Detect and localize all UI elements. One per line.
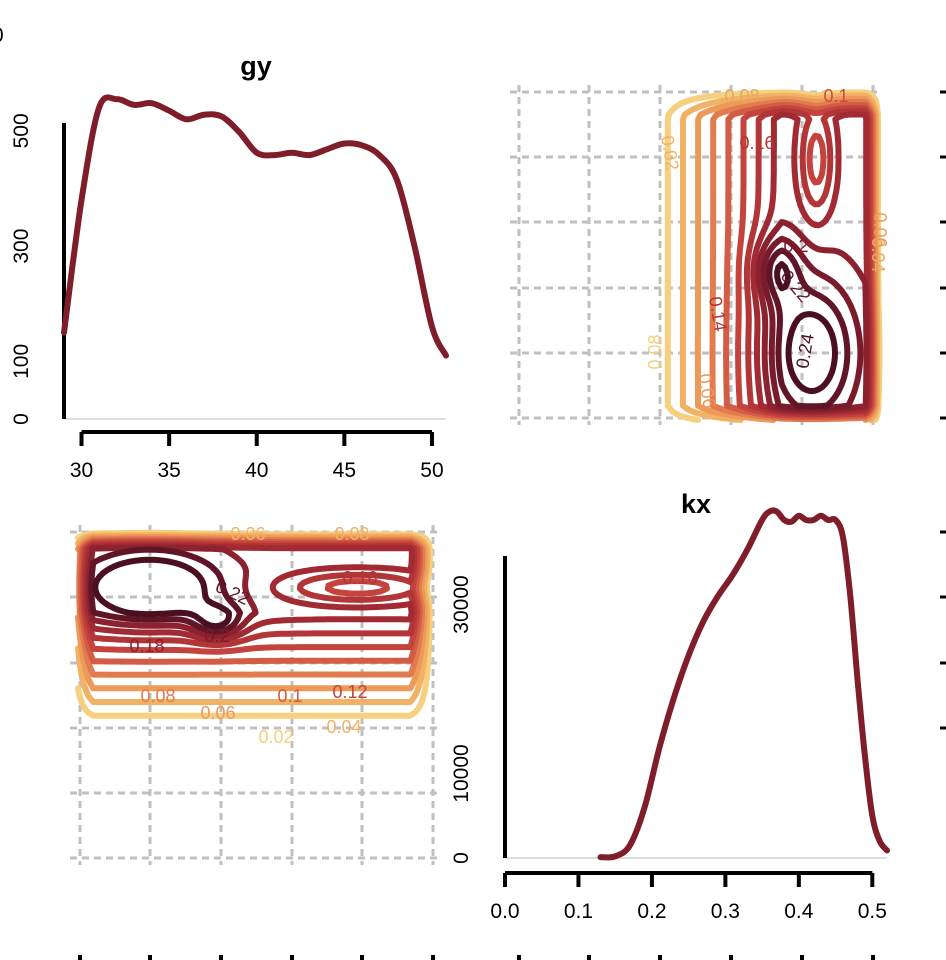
kx-density-panel: kx 0.0 0.1 0.2 0.3 0.4 0.5 0 10000 30000	[450, 489, 890, 923]
contour-labels: 0.06 0.080.160.220.20.180.080.060.1 0.120.…	[129, 524, 377, 747]
contour-label: 0.2	[783, 236, 808, 256]
contour-lines	[75, 529, 433, 719]
contour-label: 0.04	[868, 237, 888, 272]
kx-title: kx	[681, 489, 711, 519]
x-tick-label: 0.0	[490, 900, 519, 923]
x-tick-label: 0.5	[858, 900, 887, 923]
contour-panel-lower-left: 0.06 0.080.160.220.20.180.080.060.1 0.120.…	[70, 524, 440, 865]
x-tick-label: 45	[333, 459, 356, 482]
y-tick-label: 300	[10, 229, 33, 264]
contour-label: 0.02	[258, 727, 293, 747]
contour-label: 0.1	[823, 86, 848, 106]
contour-label: 0.04	[326, 717, 361, 737]
contour-label: 0.08	[645, 334, 665, 369]
y-tick-label: 500	[10, 113, 33, 148]
contour-label: 0.16	[739, 133, 774, 153]
contour-lines	[664, 89, 883, 423]
y-tick-label: 10000	[450, 744, 473, 802]
contour-label: 0.06	[200, 703, 235, 723]
contour-label: 0.2	[204, 626, 229, 646]
x-tick-label: 40	[245, 459, 268, 482]
contour-level-0.22	[766, 247, 851, 410]
x-tick-label: 35	[157, 459, 180, 482]
contour-level-0.24	[774, 261, 838, 395]
x-tick-label: 50	[420, 459, 443, 482]
contour-label: 0.02	[657, 134, 683, 172]
x-tick-label: 30	[70, 459, 93, 482]
contour-label: 0.18	[129, 636, 164, 656]
x-tick-label: 0.3	[711, 900, 740, 923]
y-tick-label: 0	[450, 852, 473, 864]
contour-panel-upper-right: 0.08 0.10.160.20.220.240.140.060.040.020.…	[510, 85, 890, 425]
y-tick-label: 100	[10, 344, 33, 379]
contour-label: 0.06	[870, 212, 890, 247]
gy-title: gy	[240, 51, 272, 81]
contour-label: 0.1	[277, 686, 302, 706]
contour-label: 0.16	[342, 568, 377, 588]
contour-level-0.22	[92, 556, 232, 630]
y-tick-label: 30000	[450, 575, 473, 633]
edge-tick-fragments	[78, 90, 946, 960]
x-tick-label: 0.2	[637, 900, 666, 923]
density-line	[61, 94, 449, 359]
contour-label: 0.08	[140, 686, 175, 706]
corner-tick-fragment: 0	[0, 24, 4, 47]
contour-labels: 0.08 0.10.160.20.220.240.140.060.040.020.…	[645, 86, 890, 410]
y-tick-label: 0	[10, 413, 33, 425]
contour-label: 0.08	[334, 524, 369, 544]
contour-label: 0.24	[792, 332, 818, 370]
contour-label: 0.06	[230, 524, 265, 544]
density-line	[597, 507, 890, 861]
x-tick-label: 0.4	[784, 900, 814, 923]
x-tick-label: 0.1	[564, 900, 593, 923]
contour-level-0.2	[88, 546, 243, 635]
contour-label: 0.12	[332, 682, 367, 702]
contour-label: 0.08	[724, 86, 759, 106]
